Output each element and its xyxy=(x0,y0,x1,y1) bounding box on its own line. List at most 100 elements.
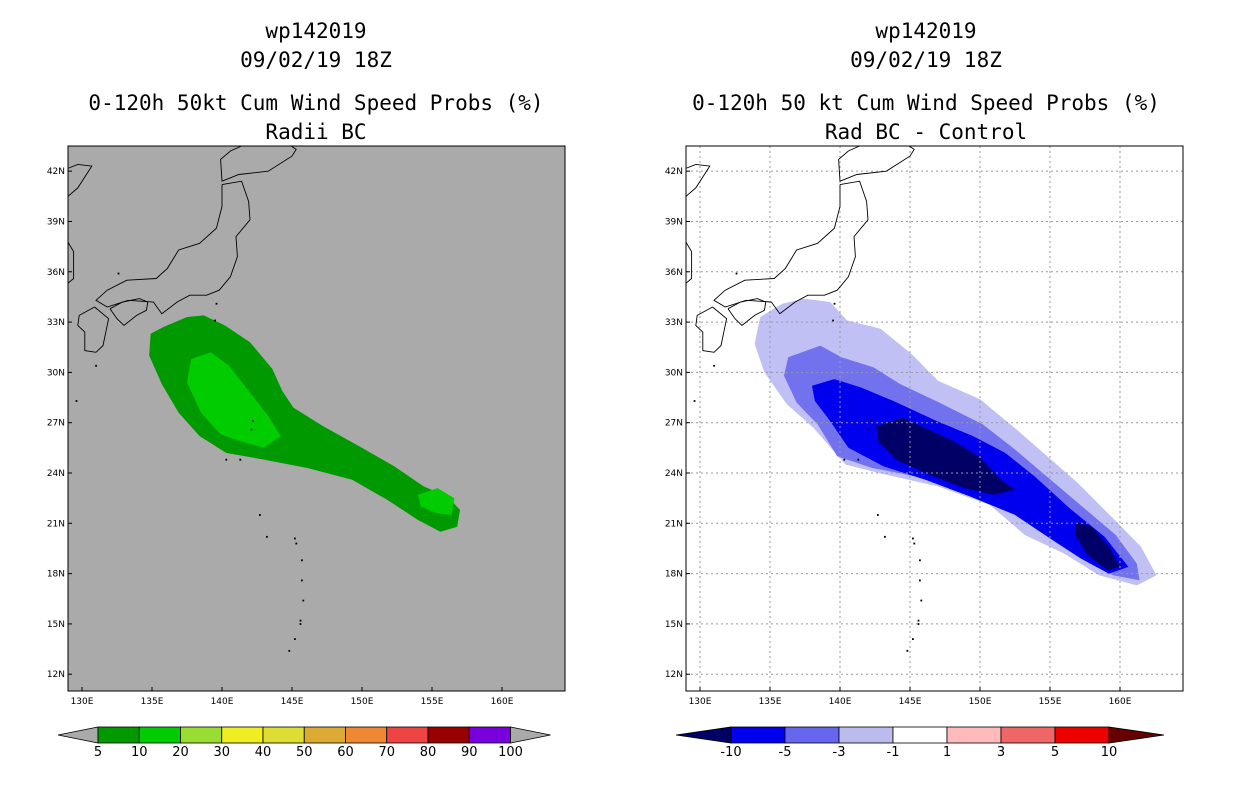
right-xtick-label-4: 150E xyxy=(969,697,992,707)
right-colorbar-label-5: 3 xyxy=(997,745,1005,760)
right-island-15 xyxy=(919,579,921,582)
right-island-0 xyxy=(713,364,715,367)
right-colorbar: -10 -5 -3 -1 1 3 5 10 xyxy=(675,726,1165,760)
left-plot-background xyxy=(68,146,565,691)
left-ytick-label-4: 30N xyxy=(47,368,65,378)
left-island-11 xyxy=(266,535,268,538)
right-island-18 xyxy=(917,623,920,625)
left-island-0 xyxy=(95,364,97,367)
left-title-line-2: 09/02/19 18Z xyxy=(240,48,392,72)
right-island-21 xyxy=(735,272,738,275)
left-xtick-label-2: 140E xyxy=(211,697,234,707)
left-island-6 xyxy=(252,420,254,423)
left-colorbar-extend-high xyxy=(510,726,551,744)
left-colorbar-extend-low xyxy=(57,726,99,744)
right-colorbar-label-0: -10 xyxy=(720,745,741,760)
left-map-plot: 130E 135E 140E 145E 150E 155E 160E 42N 39N 36N 33N… xyxy=(47,145,566,707)
left-island-14 xyxy=(301,559,303,562)
left-contour-1 xyxy=(187,352,281,448)
right-map-plot: 130E 135E 140E 145E 150E 155E 160E 42N 39N 36N 33N… xyxy=(665,145,1184,707)
left-island-19 xyxy=(294,638,296,641)
left-title-line-4: Radii BC xyxy=(265,120,366,144)
right-island-20 xyxy=(906,649,909,652)
right-ytick-label-1: 39N xyxy=(665,217,683,227)
left-island-12 xyxy=(294,537,296,540)
left-island-15 xyxy=(301,579,303,582)
right-island-7 xyxy=(868,428,871,431)
left-xtick-label-4: 150E xyxy=(351,697,374,707)
right-island-1 xyxy=(693,400,696,402)
left-coastline-4 xyxy=(68,163,93,284)
left-colorbar-segment-7 xyxy=(386,726,429,744)
right-title-line-2: 09/02/19 18Z xyxy=(850,48,1002,72)
left-colorbar-label-1: 10 xyxy=(131,745,148,760)
left-colorbar-label-5: 50 xyxy=(296,745,313,760)
right-title-line-4: Rad BC - Control xyxy=(825,120,1027,144)
left-island-13 xyxy=(295,542,298,545)
right-coastline-3 xyxy=(727,298,767,326)
right-island-6 xyxy=(870,420,872,423)
right-xtick-label-0: 130E xyxy=(689,697,712,707)
left-coastline-0 xyxy=(220,146,297,182)
left-xtick-label-5: 155E xyxy=(421,697,444,707)
left-ytick-label-0: 42N xyxy=(47,167,65,177)
left-island-9 xyxy=(239,458,242,461)
left-island-8 xyxy=(225,458,228,461)
left-island-1 xyxy=(75,400,78,402)
right-ytick-label-0: 42N xyxy=(665,167,683,177)
right-ytick-label-3: 33N xyxy=(665,318,683,328)
left-island-2 xyxy=(53,429,55,431)
left-contour-2 xyxy=(418,488,455,515)
right-island-13 xyxy=(913,542,916,545)
left-coastline-3 xyxy=(109,298,149,326)
left-colorbar-label-3: 30 xyxy=(213,745,230,760)
right-island-8 xyxy=(843,458,846,461)
right-xtick-label-6: 160E xyxy=(1109,697,1132,707)
left-colorbar-label-2: 20 xyxy=(172,745,189,760)
right-ytick-label-9: 15N xyxy=(665,620,683,630)
left-island-21 xyxy=(117,272,120,275)
right-colorbar-extend-low xyxy=(675,726,732,744)
left-colorbar-segment-6 xyxy=(345,726,388,744)
left-panel: wp142019 09/02/19 18Z 0-120h 50kt Cum Wi… xyxy=(47,19,566,760)
right-title-line-3: 0-120h 50 kt Cum Wind Speed Probs (%) xyxy=(692,91,1160,115)
left-xtick-label-0: 130E xyxy=(71,697,94,707)
right-island-11 xyxy=(884,535,886,538)
right-xtick-label-3: 145E xyxy=(899,697,922,707)
left-colorbar: 5 10 20 30 40 50 60 70 80 90 100 xyxy=(57,726,551,760)
left-ytick-label-6: 24N xyxy=(47,469,65,479)
left-ytick-label-10: 12N xyxy=(47,670,65,680)
right-coastline-0 xyxy=(838,146,915,182)
left-island-18 xyxy=(299,623,302,625)
right-island-4 xyxy=(833,302,836,305)
right-island-12 xyxy=(912,537,914,540)
left-ytick-label-9: 15N xyxy=(47,620,65,630)
left-colorbar-label-0: 5 xyxy=(94,745,102,760)
left-coastline-1 xyxy=(95,180,251,315)
right-plot-frame xyxy=(685,145,1184,692)
left-colorbar-label-9: 90 xyxy=(461,745,478,760)
left-title-line-1: wp142019 xyxy=(265,19,366,43)
left-colorbar-segment-4 xyxy=(262,726,305,744)
right-colorbar-segment-4 xyxy=(946,726,1002,744)
right-colorbar-segment-0 xyxy=(730,726,786,744)
right-xtick-label-2: 140E xyxy=(829,697,852,707)
right-contour-3 xyxy=(876,417,1015,495)
right-ytick-label-6: 24N xyxy=(665,469,683,479)
left-coastline-2 xyxy=(77,306,110,353)
right-xtick-label-5: 155E xyxy=(1039,697,1062,707)
right-colorbar-label-7: 10 xyxy=(1101,745,1118,760)
left-title-line-3: 0-120h 50kt Cum Wind Speed Probs (%) xyxy=(88,91,543,115)
right-colorbar-label-4: 1 xyxy=(943,745,951,760)
right-contour-4 xyxy=(1075,521,1120,571)
left-colorbar-segment-2 xyxy=(180,726,223,744)
right-colorbar-label-3: -1 xyxy=(887,745,900,760)
left-plot-frame xyxy=(67,145,566,692)
left-colorbar-segment-8 xyxy=(427,726,470,744)
right-colorbar-label-1: -5 xyxy=(779,745,792,760)
right-island-5 xyxy=(832,319,834,322)
left-xtick-label-6: 160E xyxy=(491,697,514,707)
right-island-10 xyxy=(877,514,879,516)
right-colorbar-segment-2 xyxy=(838,726,894,744)
